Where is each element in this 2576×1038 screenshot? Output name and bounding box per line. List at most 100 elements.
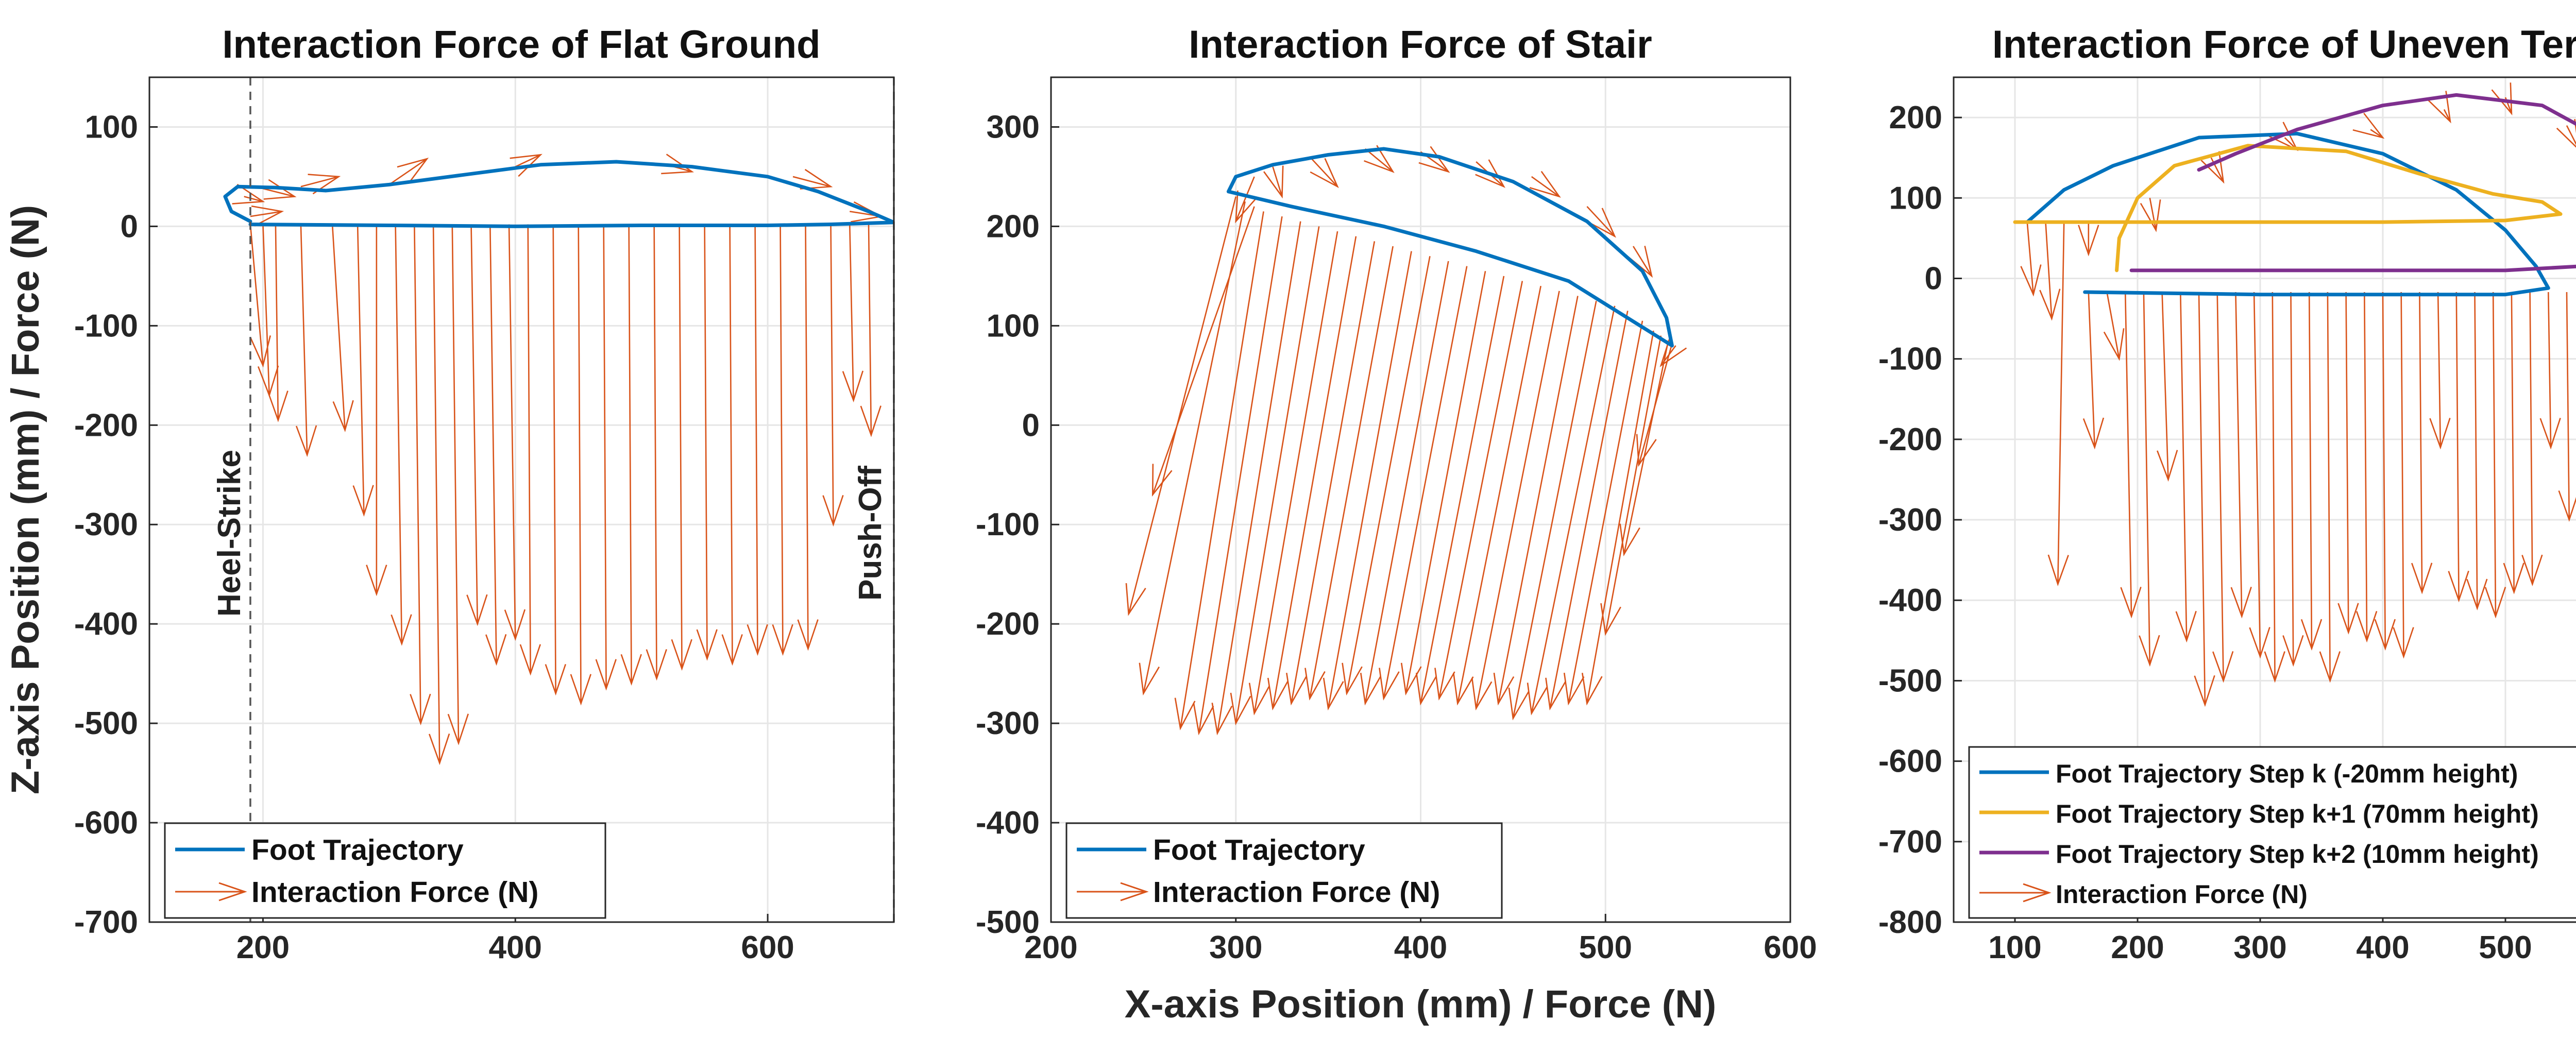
force-arrow bbox=[485, 224, 507, 666]
y-tick-label: -100 bbox=[976, 507, 1040, 542]
force-arrow bbox=[2393, 292, 2414, 659]
trajectory-line bbox=[1226, 147, 1674, 348]
y-tick-label: -400 bbox=[976, 805, 1040, 841]
trajectory-line bbox=[2129, 93, 2576, 273]
force-arrow bbox=[696, 224, 718, 661]
force-arrow bbox=[1600, 335, 1662, 636]
x-tick-label: 400 bbox=[2356, 930, 2409, 965]
force-arrow bbox=[1659, 335, 1687, 367]
force-arrow bbox=[1125, 196, 1237, 616]
y-tick-label: 100 bbox=[85, 109, 138, 145]
grid bbox=[1050, 77, 1791, 923]
legend-label: Interaction Force (N) bbox=[251, 876, 538, 909]
force-arrow bbox=[366, 224, 387, 597]
y-tick-label: -300 bbox=[1878, 502, 1942, 538]
force-arrow bbox=[2175, 292, 2197, 643]
x-tick-label: 400 bbox=[1394, 930, 1447, 965]
force-arrow bbox=[1309, 156, 1339, 189]
force-arrow bbox=[2282, 292, 2304, 667]
force-arrow bbox=[2429, 292, 2451, 450]
force-arrows bbox=[232, 154, 884, 765]
force-arrow bbox=[1508, 300, 1597, 721]
y-tick-label: -700 bbox=[1878, 824, 1942, 860]
force-arrows bbox=[2020, 82, 2576, 707]
y-tick-label: -500 bbox=[74, 706, 138, 741]
force-arrow bbox=[570, 224, 591, 706]
force-arrow bbox=[2319, 292, 2341, 683]
force-arrow bbox=[2503, 292, 2524, 594]
force-arrow bbox=[1545, 311, 1629, 711]
y-tick-label: -400 bbox=[74, 606, 138, 642]
panel-uneven-terrain: Interaction Force of Uneven Terrain 100 2… bbox=[1878, 23, 2576, 965]
force-arrow bbox=[1379, 266, 1468, 701]
y-tick-label: -100 bbox=[1878, 342, 1942, 377]
force-arrow bbox=[504, 224, 526, 641]
force-arrow bbox=[388, 157, 429, 185]
force-arrow bbox=[1323, 251, 1412, 711]
force-arrow bbox=[1267, 236, 1357, 711]
x-tick-label: 100 bbox=[1988, 930, 2041, 965]
y-tick-label: 200 bbox=[1889, 100, 1942, 135]
force-arrow bbox=[2139, 292, 2160, 667]
legend-swatch-arrow bbox=[1077, 882, 1149, 901]
y-tick-label: -600 bbox=[74, 805, 138, 841]
force-arrow bbox=[1193, 216, 1283, 736]
legend: Foot Trajectory Interaction Force (N) bbox=[164, 822, 606, 919]
force-arrow bbox=[352, 224, 374, 517]
legend-label: Foot Trajectory Step k+1 (70mm height) bbox=[2056, 799, 2539, 828]
event-marker-label: Heel-Strike bbox=[212, 450, 247, 617]
y-tick-label: -600 bbox=[1878, 744, 1942, 779]
annotations: Heel-Strike Push-Off bbox=[212, 77, 895, 922]
force-arrow bbox=[2039, 222, 2061, 321]
force-arrow bbox=[1342, 256, 1431, 696]
force-arrow bbox=[1230, 226, 1320, 726]
force-arrow bbox=[2411, 292, 2433, 594]
trajectory-line bbox=[223, 160, 894, 228]
y-ticks: -700 -600 -500 -400 -300 -200 -100 0 100 bbox=[74, 109, 158, 940]
legend-label: Foot Trajectory Step k (-20mm height) bbox=[2056, 759, 2518, 788]
force-arrow bbox=[267, 224, 289, 422]
force-arrow bbox=[1581, 330, 1654, 706]
force-arrow bbox=[2558, 292, 2576, 522]
force-arrow bbox=[428, 224, 450, 765]
force-arrow bbox=[2427, 91, 2451, 124]
legend-box bbox=[164, 822, 606, 919]
legend-label: Foot Trajectory Step k+2 (10mm height) bbox=[2056, 840, 2539, 869]
legend-box bbox=[1968, 746, 2576, 919]
axes-frame bbox=[148, 76, 895, 923]
x-axis-label: X-axis Position (mm) / Force (N) bbox=[1125, 982, 1717, 1026]
trajectory-line bbox=[2013, 144, 2563, 273]
y-tick-label: -500 bbox=[1878, 663, 1942, 699]
force-arrow bbox=[391, 224, 412, 646]
panel-title: Interaction Force of Stair bbox=[1189, 23, 1652, 66]
force-arrow bbox=[1471, 291, 1560, 711]
y-tick-label: 0 bbox=[1925, 261, 1942, 296]
force-arrow bbox=[1211, 221, 1301, 736]
force-arrow bbox=[721, 224, 743, 666]
legend: Foot Trajectory Interaction Force (N) bbox=[1065, 822, 1503, 919]
force-arrow bbox=[466, 224, 488, 626]
force-arrow bbox=[860, 224, 882, 437]
x-tick-label: 400 bbox=[489, 930, 542, 965]
x-ticks: 100200300400500600 bbox=[1988, 914, 2532, 965]
x-tick-label: 500 bbox=[2479, 930, 2532, 965]
force-arrow bbox=[250, 205, 284, 227]
y-tick-label: 200 bbox=[987, 209, 1040, 244]
y-tick-label: -200 bbox=[976, 606, 1040, 642]
force-arrow bbox=[2466, 292, 2488, 610]
force-arrow bbox=[2212, 292, 2234, 683]
force-arrow bbox=[1263, 165, 1284, 199]
force-arrow bbox=[263, 179, 297, 200]
force-arrow bbox=[2249, 292, 2270, 659]
axes-frame bbox=[1953, 76, 2576, 923]
force-arrow bbox=[1619, 341, 1669, 557]
legend-label: Foot Trajectory bbox=[1153, 833, 1365, 866]
force-arrow bbox=[2337, 292, 2359, 635]
force-arrow bbox=[2120, 292, 2142, 619]
force-arrow bbox=[410, 224, 431, 726]
y-tick-label: -400 bbox=[1878, 583, 1942, 618]
force-arrow bbox=[822, 224, 844, 527]
panel-title: Interaction Force of Uneven Terrain bbox=[1992, 23, 2576, 66]
force-arrow bbox=[2484, 292, 2506, 619]
legend-label: Foot Trajectory bbox=[251, 833, 464, 866]
